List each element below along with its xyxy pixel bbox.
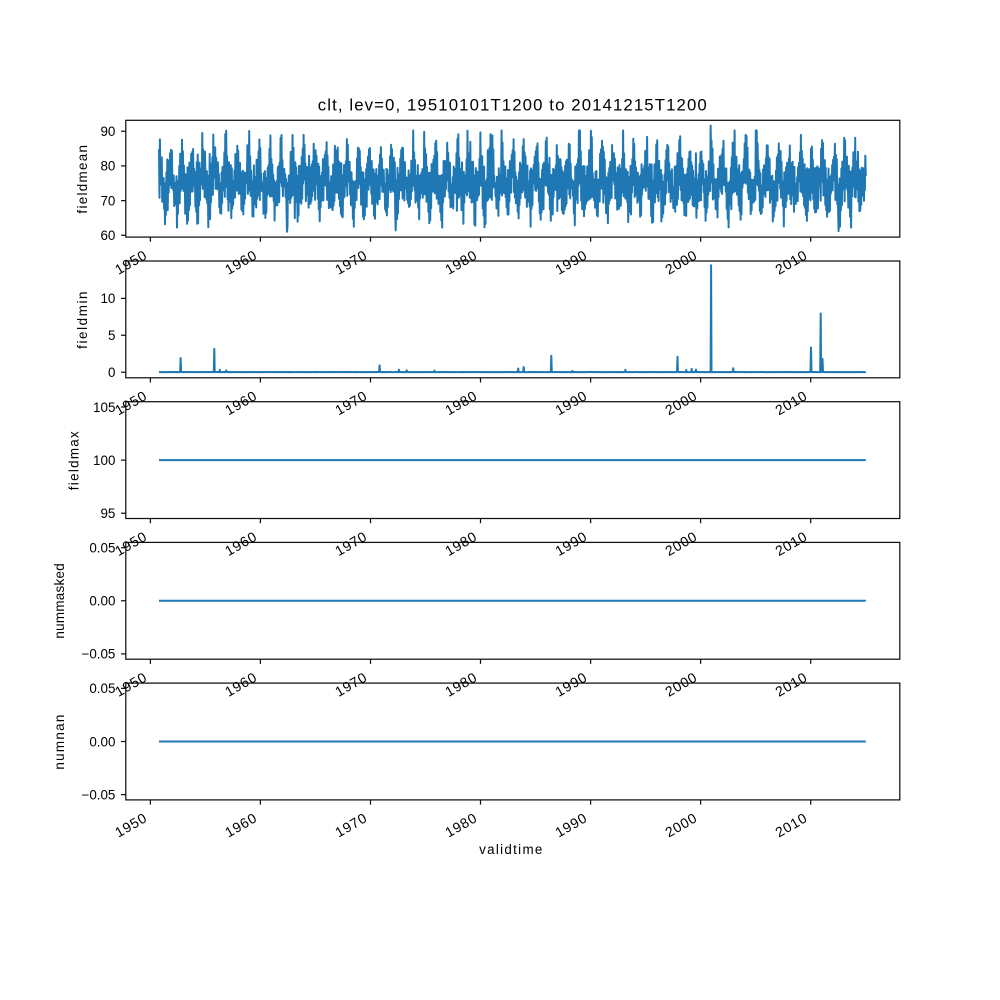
svg-text:1990: 1990 — [552, 247, 590, 278]
svg-text:clt, lev=0, 19510101T1200 to 2: clt, lev=0, 19510101T1200 to 20141215T12… — [318, 96, 708, 115]
svg-text:105: 105 — [93, 400, 115, 415]
svg-text:5: 5 — [108, 328, 115, 343]
svg-text:2010: 2010 — [772, 669, 810, 700]
svg-text:2000: 2000 — [662, 528, 700, 559]
svg-text:95: 95 — [100, 506, 115, 521]
svg-text:nummasked: nummasked — [52, 563, 67, 639]
svg-text:0.05: 0.05 — [89, 541, 115, 556]
svg-text:2010: 2010 — [772, 247, 810, 278]
svg-text:−0.05: −0.05 — [82, 787, 116, 802]
svg-text:70: 70 — [100, 193, 115, 208]
svg-text:2000: 2000 — [662, 387, 700, 418]
svg-text:2010: 2010 — [772, 809, 810, 840]
svg-text:fieldmean: fieldmean — [75, 144, 90, 214]
svg-text:1960: 1960 — [222, 387, 260, 418]
svg-text:10: 10 — [100, 291, 115, 306]
svg-text:100: 100 — [93, 453, 115, 468]
svg-text:fieldmin: fieldmin — [75, 290, 90, 349]
svg-text:2000: 2000 — [662, 247, 700, 278]
svg-text:1960: 1960 — [222, 528, 260, 559]
svg-text:1980: 1980 — [442, 387, 480, 418]
svg-text:0.00: 0.00 — [89, 594, 115, 609]
svg-text:60: 60 — [100, 228, 115, 243]
svg-text:1990: 1990 — [552, 669, 590, 700]
svg-text:validtime: validtime — [479, 842, 544, 857]
svg-text:−0.05: −0.05 — [82, 647, 116, 662]
svg-text:1960: 1960 — [222, 247, 260, 278]
svg-text:1960: 1960 — [222, 669, 260, 700]
svg-text:1970: 1970 — [332, 247, 370, 278]
svg-text:1970: 1970 — [332, 387, 370, 418]
svg-text:1950: 1950 — [112, 528, 150, 559]
svg-text:1950: 1950 — [112, 247, 150, 278]
svg-text:numnan: numnan — [52, 713, 67, 769]
svg-text:1970: 1970 — [332, 528, 370, 559]
svg-text:1980: 1980 — [442, 669, 480, 700]
svg-text:2000: 2000 — [662, 669, 700, 700]
svg-text:1990: 1990 — [552, 809, 590, 840]
svg-text:0: 0 — [108, 365, 115, 380]
svg-text:1950: 1950 — [112, 669, 150, 700]
svg-text:1990: 1990 — [552, 528, 590, 559]
svg-text:80: 80 — [100, 159, 115, 174]
svg-text:1980: 1980 — [442, 528, 480, 559]
svg-text:fieldmax: fieldmax — [67, 430, 82, 490]
svg-text:2010: 2010 — [772, 387, 810, 418]
svg-text:90: 90 — [100, 124, 115, 139]
svg-text:1980: 1980 — [442, 809, 480, 840]
svg-text:0.05: 0.05 — [89, 681, 115, 696]
svg-text:0.00: 0.00 — [89, 734, 115, 749]
svg-text:1970: 1970 — [332, 809, 370, 840]
svg-text:2010: 2010 — [772, 528, 810, 559]
svg-text:1960: 1960 — [222, 809, 260, 840]
svg-text:1990: 1990 — [552, 387, 590, 418]
svg-text:1970: 1970 — [332, 669, 370, 700]
svg-text:1950: 1950 — [112, 809, 150, 840]
svg-text:2000: 2000 — [662, 809, 700, 840]
svg-text:1980: 1980 — [442, 247, 480, 278]
svg-text:1950: 1950 — [112, 387, 150, 418]
